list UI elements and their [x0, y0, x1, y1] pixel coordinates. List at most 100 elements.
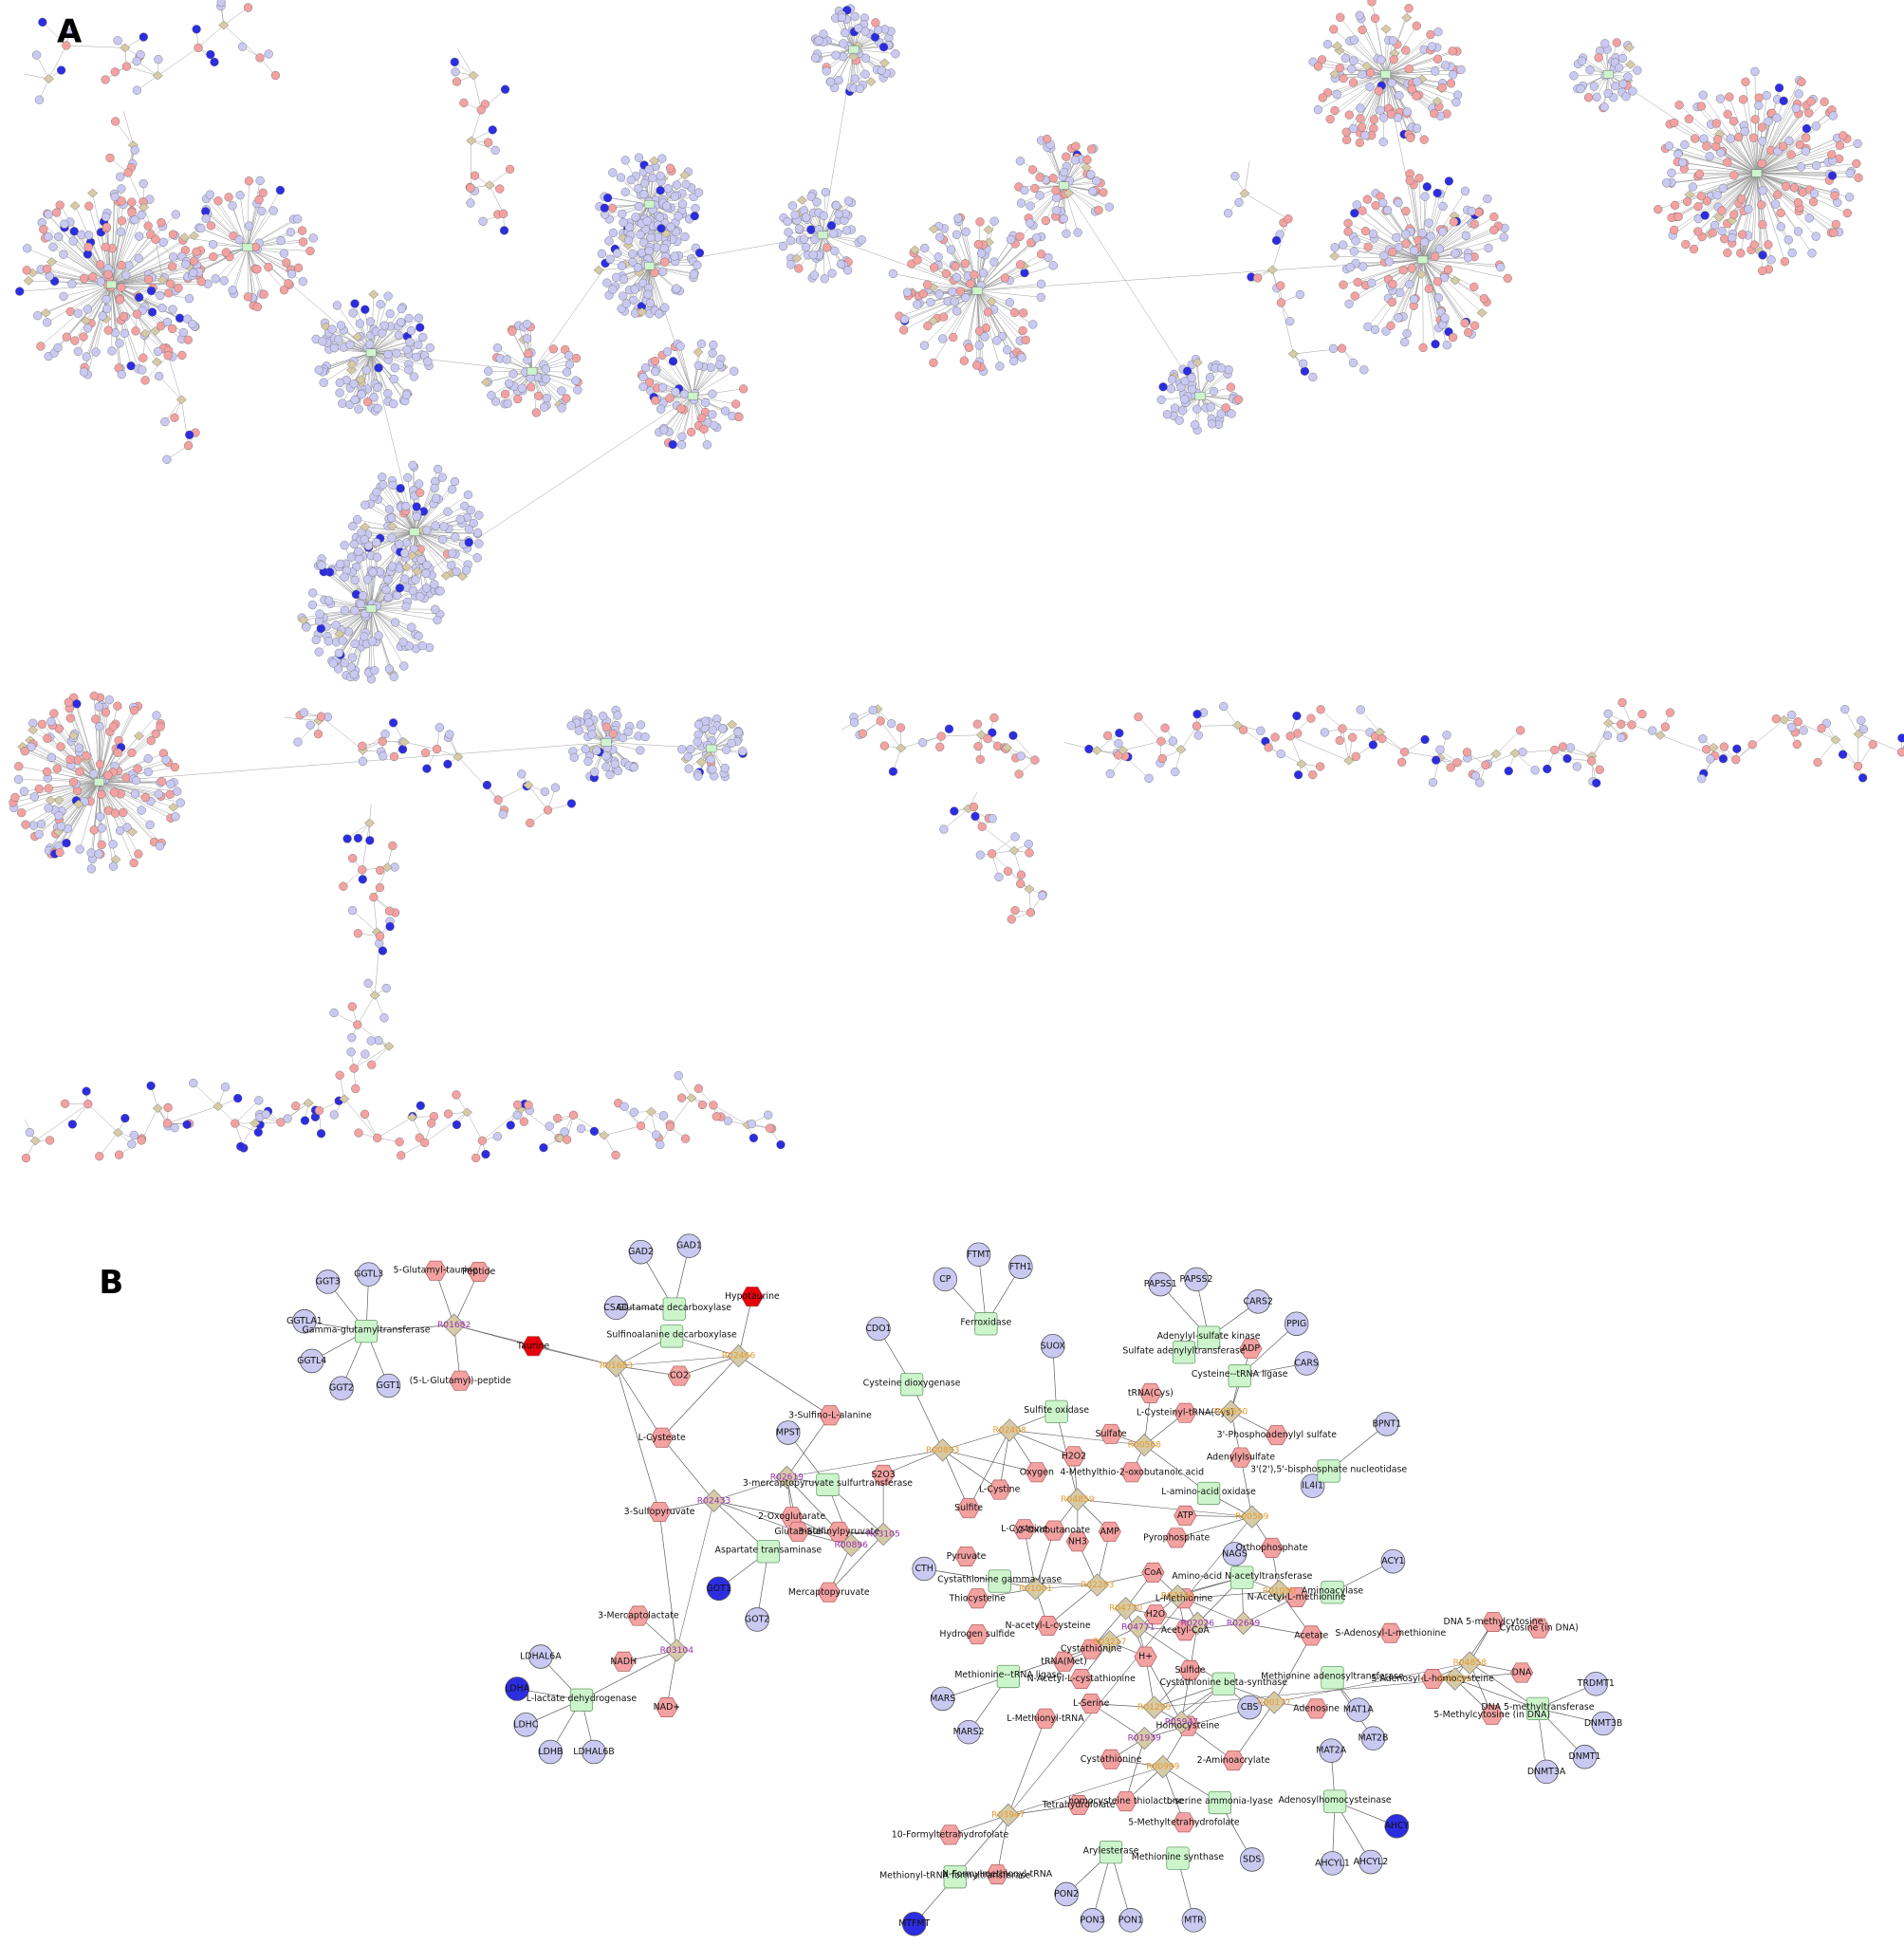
node [102, 243, 110, 251]
node [45, 804, 53, 812]
node [370, 666, 379, 675]
node [1357, 114, 1365, 122]
node [427, 1119, 435, 1127]
node [1818, 724, 1826, 732]
node [277, 236, 286, 245]
node [1403, 107, 1412, 116]
node [952, 262, 960, 270]
node [1060, 214, 1068, 223]
node [102, 295, 111, 304]
node [1401, 231, 1410, 239]
edge [378, 1118, 413, 1139]
node [317, 1129, 325, 1138]
reaction-node [693, 348, 703, 357]
node [795, 225, 804, 233]
node [1685, 115, 1693, 123]
node [738, 747, 747, 755]
node [115, 1151, 123, 1159]
node [138, 365, 146, 374]
node [465, 538, 473, 546]
node [386, 922, 395, 931]
node [1697, 102, 1706, 111]
node [1775, 83, 1784, 92]
node [715, 361, 724, 369]
node [1587, 757, 1596, 766]
node [677, 433, 686, 441]
node [721, 407, 730, 416]
reaction-node [687, 1094, 696, 1102]
node [1468, 207, 1476, 215]
node [952, 231, 961, 239]
node [84, 202, 93, 211]
node [299, 238, 307, 247]
node [1168, 376, 1176, 384]
node [1716, 149, 1725, 157]
node [382, 585, 391, 594]
node [1016, 157, 1025, 165]
node [540, 1143, 548, 1152]
node [92, 348, 101, 357]
node [426, 343, 434, 352]
node [507, 1121, 515, 1130]
node [364, 979, 373, 988]
node [301, 1117, 309, 1125]
node [207, 221, 215, 230]
node [334, 335, 342, 343]
enzyme-node [366, 349, 376, 357]
reaction-node [41, 308, 50, 317]
node [1794, 227, 1802, 235]
node [1742, 78, 1750, 86]
node [1359, 207, 1367, 215]
node [1600, 102, 1609, 111]
node [328, 325, 337, 334]
node [1208, 419, 1216, 428]
node [657, 155, 666, 163]
node [673, 180, 681, 189]
node [113, 702, 121, 711]
node [967, 280, 975, 288]
node [666, 164, 675, 173]
node [324, 637, 333, 645]
node [672, 388, 680, 397]
node [1483, 194, 1491, 203]
node [1037, 280, 1045, 288]
node [935, 233, 944, 242]
node [431, 484, 439, 492]
node [788, 201, 797, 210]
node [1593, 93, 1601, 102]
node [98, 841, 106, 849]
node [1802, 134, 1810, 142]
node [1363, 323, 1372, 331]
node [1019, 326, 1027, 335]
node [384, 593, 393, 602]
node [1729, 171, 1738, 179]
node [1361, 131, 1370, 139]
node [412, 576, 420, 584]
node [660, 244, 669, 252]
node [734, 728, 743, 736]
node [341, 573, 349, 582]
reaction-node [866, 78, 876, 86]
node [603, 194, 612, 202]
node [23, 266, 31, 274]
node [1613, 39, 1621, 47]
node [336, 379, 344, 387]
node [1161, 724, 1170, 732]
node [166, 790, 175, 799]
node [73, 756, 82, 765]
node [43, 318, 51, 326]
node [395, 331, 403, 340]
node [1754, 102, 1763, 110]
node [617, 174, 625, 182]
node [676, 404, 685, 413]
node [1772, 714, 1781, 723]
node [451, 477, 459, 486]
node [91, 714, 100, 723]
node [1441, 314, 1450, 323]
node [542, 375, 550, 383]
node [147, 736, 156, 745]
node [291, 1102, 300, 1110]
node [1359, 70, 1367, 79]
node [693, 737, 702, 746]
node [1222, 403, 1230, 412]
